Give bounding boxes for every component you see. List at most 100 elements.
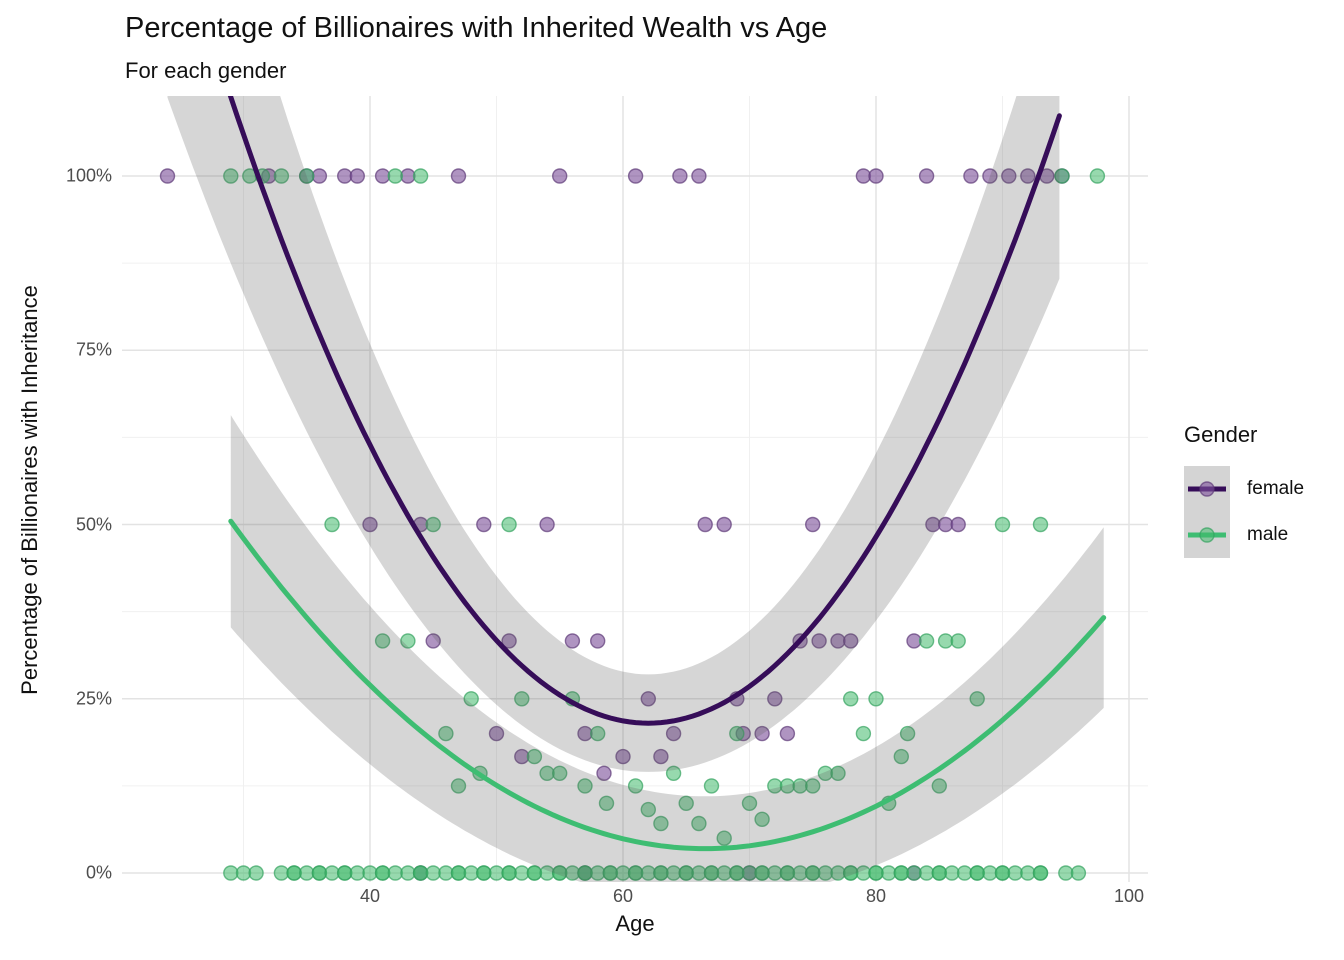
scatter-point-male: [223, 865, 239, 881]
legend-item-male: male: [1184, 512, 1304, 558]
scatter-point-male: [868, 691, 884, 707]
scatter-point-male: [374, 633, 391, 649]
legend-keys: female male: [1184, 466, 1304, 558]
scatter-point-female: [697, 516, 713, 533]
scatter-point-male: [937, 633, 954, 649]
scatter-point-male: [754, 811, 770, 827]
scatter-point-male: [665, 765, 682, 781]
scatter-point-male: [1007, 865, 1023, 881]
chart-subtitle: For each gender: [125, 58, 287, 83]
scatter-point-male: [223, 168, 239, 184]
y-tick-label: 0%: [85, 862, 112, 883]
scatter-point-male: [627, 778, 644, 794]
scatter-point-female: [596, 765, 612, 781]
legend-label-female: female: [1247, 478, 1305, 499]
scatter-point-male: [918, 633, 935, 649]
x-tick-label: 60: [612, 886, 634, 906]
scatter-point-male: [248, 865, 264, 881]
scatter-point-male: [400, 633, 416, 649]
scatter-point-female: [754, 725, 770, 742]
scatter-point-male: [324, 865, 340, 881]
scatter-point-female: [843, 633, 859, 649]
scatter-point-male: [653, 815, 669, 832]
scatter-point-female: [653, 748, 669, 765]
scatter-point-female: [665, 725, 682, 742]
chart-title: Percentage of Billionaires with Inherite…: [125, 12, 828, 44]
scatter-point-female: [805, 516, 821, 533]
scatter-point-male: [1032, 865, 1049, 881]
scatter-point-female: [564, 633, 581, 649]
scatter-point-male: [1070, 865, 1087, 881]
scatter-point-female: [311, 168, 328, 184]
scatter-point-female: [501, 633, 517, 649]
scatter-point-male: [438, 725, 454, 742]
scatter-point-female: [950, 516, 966, 533]
scatter-point-female: [552, 168, 568, 184]
scatter-point-male: [703, 778, 720, 794]
y-tick-label: 25%: [75, 688, 112, 709]
scatter-point-male: [1032, 516, 1049, 533]
scatter-point-male: [969, 691, 985, 707]
scatter-point-female: [767, 691, 783, 707]
scatter-point-female: [159, 168, 176, 184]
scatter-point-male: [805, 778, 821, 794]
scatter-point-male: [691, 815, 707, 832]
scatter-point-male: [374, 865, 391, 881]
scatter-point-female: [615, 748, 631, 765]
x-tick-label: 80: [865, 886, 887, 906]
scatter-point-male: [324, 516, 340, 533]
scatter-point-male: [843, 691, 859, 707]
legend-key-male-icon: [1184, 512, 1230, 558]
scatter-point-female: [811, 633, 827, 649]
smooth-line-male: [228, 518, 1107, 852]
scatter-point-male: [488, 865, 505, 881]
scatter-point-male: [969, 865, 985, 881]
scatter-point-female: [1001, 168, 1017, 184]
scatter-point-male: [463, 691, 479, 707]
scatter-point-male: [299, 865, 315, 881]
y-tick-label: 75%: [75, 339, 112, 360]
legend-title: Gender: [1184, 422, 1258, 447]
legend-item-female: female: [1184, 466, 1304, 512]
scatter-point-male: [514, 865, 530, 881]
scatter-point-male: [741, 795, 758, 811]
scatter-point-male: [1020, 865, 1036, 881]
scatter-point-male: [299, 168, 315, 184]
scatter-point-female: [627, 168, 644, 184]
scatter-point-male: [438, 865, 454, 881]
scatter-point-male: [994, 865, 1011, 881]
scatter-point-male: [931, 865, 947, 881]
x-tick-label: 40: [359, 886, 381, 906]
scatter-point-female: [691, 168, 707, 184]
scatter-point-male: [514, 691, 530, 707]
scatter-point-female: [374, 168, 391, 184]
scatter-point-male: [729, 725, 745, 742]
scatter-point-female: [982, 168, 998, 184]
scatter-point-male: [273, 865, 290, 881]
scatter-point-male: [476, 865, 492, 881]
scatter-point-male: [349, 865, 365, 881]
scatter-point-male: [716, 830, 732, 846]
scatter-point-female: [590, 633, 606, 649]
scatter-point-male: [590, 725, 606, 742]
y-tick-label: 100%: [65, 165, 112, 186]
scatter-point-male: [362, 865, 378, 881]
scatter-point-female: [400, 168, 416, 184]
x-axis-title: Age: [615, 911, 655, 936]
scatter-point-female: [918, 168, 935, 184]
scatter-point-male: [400, 865, 416, 881]
scatter-point-male: [526, 865, 543, 881]
scatter-point-male: [868, 865, 884, 881]
scatter-point-male: [598, 795, 615, 811]
scatter-point-female: [362, 516, 378, 533]
scatter-point-female: [476, 516, 492, 533]
confidence-ribbon-female: [167, 96, 1060, 772]
scatter-point-male: [830, 765, 846, 781]
confidence-ribbon-male: [230, 415, 1104, 882]
scatter-point-male: [956, 865, 973, 881]
scatter-point-male: [412, 168, 429, 184]
scatter-point-female: [963, 168, 979, 184]
scatter-point-female: [425, 633, 441, 649]
